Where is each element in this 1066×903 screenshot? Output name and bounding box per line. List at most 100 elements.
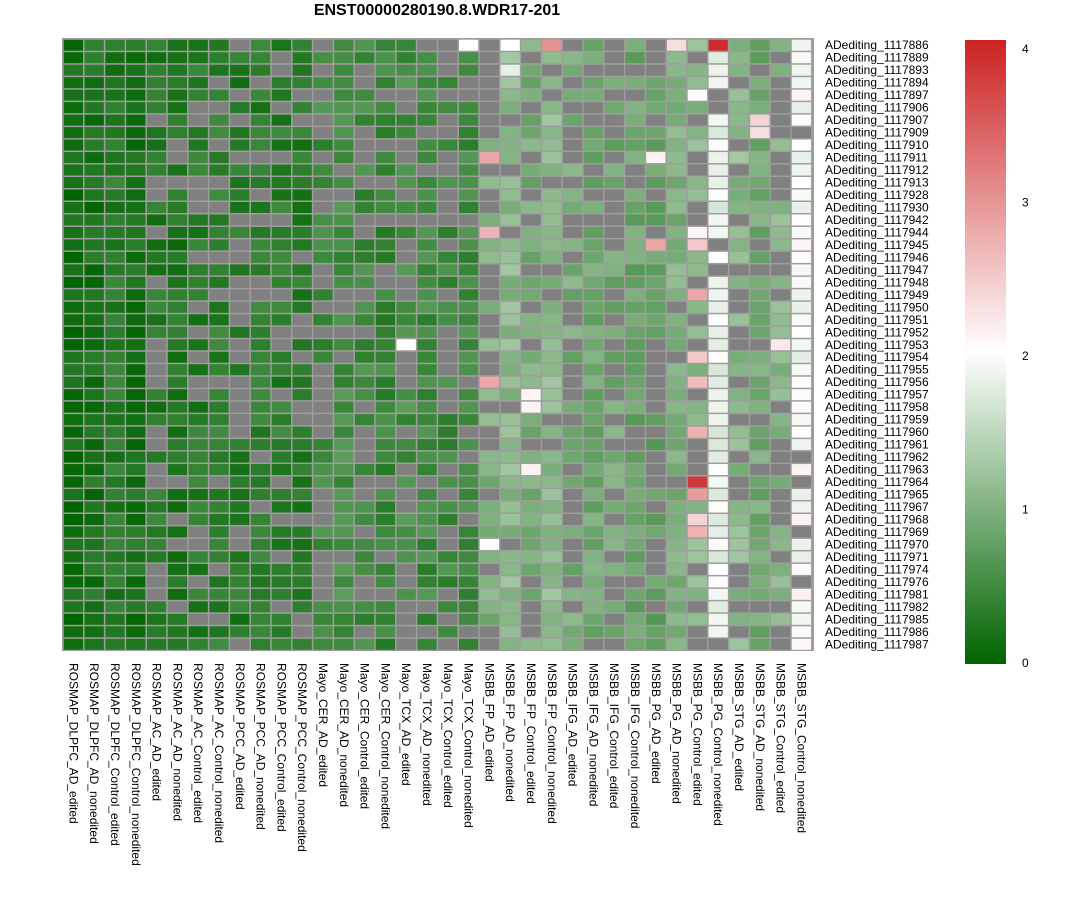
heatmap-cell	[105, 264, 125, 276]
heatmap-cell	[188, 638, 208, 650]
heatmap-cell	[791, 301, 812, 313]
heatmap-cell	[292, 301, 312, 313]
heatmap-cell	[542, 401, 562, 413]
heatmap-cell	[791, 476, 812, 488]
heatmap-cell	[625, 489, 645, 501]
heatmap-cell	[230, 139, 250, 151]
heatmap-cell	[687, 114, 708, 126]
heatmap-cell	[625, 576, 645, 588]
heatmap-cell	[417, 476, 437, 488]
heatmap-cell	[500, 414, 520, 426]
heatmap-cell	[354, 201, 375, 213]
heatmap-cell	[396, 563, 416, 575]
heatmap-cell	[167, 563, 188, 575]
heatmap-cell	[230, 626, 250, 638]
heatmap-cell	[604, 588, 624, 600]
heatmap-cell	[583, 351, 604, 363]
heatmap-cell	[562, 164, 583, 176]
heatmap-cell	[583, 464, 604, 476]
heatmap-cell	[188, 177, 208, 189]
heatmap-cell	[292, 626, 312, 638]
heatmap-cell	[417, 489, 437, 501]
heatmap-cell	[354, 638, 375, 650]
heatmap-cell	[729, 376, 749, 388]
heatmap-cell	[146, 551, 167, 563]
column-label: Mayo_CER_AD_edited	[316, 663, 330, 787]
heatmap-cell	[126, 114, 146, 126]
heatmap-cell	[500, 538, 520, 550]
heatmap-cell	[542, 77, 562, 89]
heatmap-cell	[375, 264, 396, 276]
heatmap-cell	[271, 389, 292, 401]
heatmap-cell	[146, 152, 167, 164]
heatmap-cell	[105, 501, 125, 513]
heatmap-cell	[458, 464, 479, 476]
heatmap-cell	[708, 601, 728, 613]
heatmap-cell	[271, 576, 292, 588]
heatmap-cell	[167, 326, 188, 338]
heatmap-cell	[770, 426, 791, 438]
heatmap-cell	[63, 538, 84, 550]
heatmap-cell	[375, 476, 396, 488]
heatmap-cell	[375, 551, 396, 563]
heatmap-cell	[687, 139, 708, 151]
heatmap-cell	[396, 189, 416, 201]
heatmap-cell	[313, 426, 333, 438]
heatmap-cell	[666, 426, 687, 438]
heatmap-cell	[625, 414, 645, 426]
heatmap-cell	[167, 276, 188, 288]
heatmap-cell	[126, 139, 146, 151]
heatmap-cell	[188, 314, 208, 326]
row-label: ADediting_1117986	[825, 625, 929, 639]
heatmap-cell	[167, 526, 188, 538]
heatmap-cell	[209, 239, 229, 251]
heatmap-cell	[230, 588, 250, 600]
heatmap-cell	[770, 601, 791, 613]
heatmap-cell	[604, 276, 624, 288]
heatmap-cell	[770, 451, 791, 463]
heatmap-cell	[417, 638, 437, 650]
heatmap-cell	[729, 414, 749, 426]
heatmap-cell	[646, 601, 666, 613]
heatmap-cell	[438, 189, 458, 201]
column-label: MSBB_STG_AD_nonedited	[753, 663, 767, 811]
heatmap-cell	[770, 588, 791, 600]
heatmap-cell	[313, 326, 333, 338]
heatmap-cell	[230, 489, 250, 501]
heatmap-cell	[791, 189, 812, 201]
heatmap-cell	[396, 39, 416, 51]
heatmap-cell	[126, 464, 146, 476]
heatmap-cell	[791, 626, 812, 638]
heatmap-cell	[63, 52, 84, 64]
heatmap-cell	[583, 638, 604, 650]
heatmap-cell	[105, 326, 125, 338]
heatmap-cell	[417, 339, 437, 351]
heatmap-cell	[708, 401, 728, 413]
heatmap-cell	[521, 152, 541, 164]
heatmap-cell	[479, 39, 500, 51]
heatmap-cell	[146, 326, 167, 338]
heatmap-cell	[687, 638, 708, 650]
heatmap-cell	[334, 276, 354, 288]
heatmap-cell	[417, 251, 437, 263]
heatmap-cell	[334, 52, 354, 64]
heatmap-cell	[521, 588, 541, 600]
heatmap-cell	[354, 64, 375, 76]
heatmap-cell	[417, 451, 437, 463]
heatmap-cell	[354, 264, 375, 276]
heatmap-cell	[646, 239, 666, 251]
heatmap-cell	[687, 476, 708, 488]
heatmap-cell	[791, 214, 812, 226]
heatmap-cell	[271, 513, 292, 525]
heatmap-cell	[167, 102, 188, 114]
heatmap-cell	[209, 401, 229, 413]
heatmap-cell	[396, 626, 416, 638]
heatmap-cell	[500, 226, 520, 238]
heatmap-cell	[542, 301, 562, 313]
heatmap-cell	[479, 513, 500, 525]
heatmap-cell	[479, 613, 500, 625]
heatmap-cell	[167, 189, 188, 201]
heatmap-cell	[375, 114, 396, 126]
column-label: ROSMAP_AC_Control_nonedited	[212, 663, 226, 843]
heatmap-cell	[750, 588, 770, 600]
